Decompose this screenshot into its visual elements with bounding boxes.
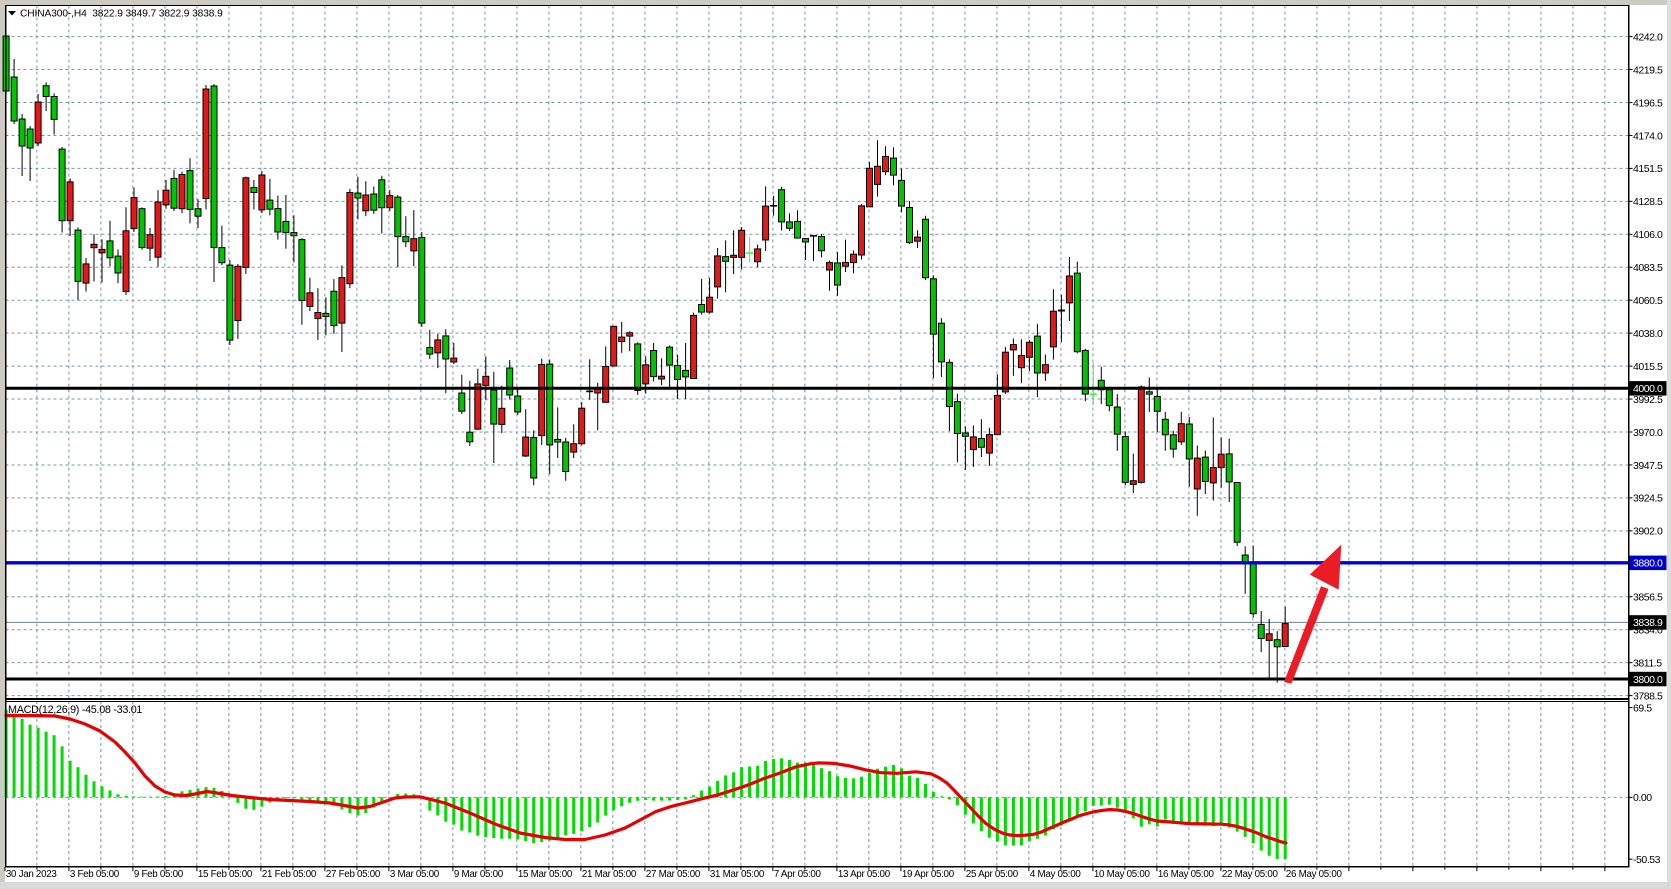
svg-text:27 Feb 05:00: 27 Feb 05:00 — [326, 869, 381, 880]
svg-text:3811.5: 3811.5 — [1633, 657, 1662, 669]
svg-text:3924.5: 3924.5 — [1633, 493, 1663, 505]
svg-text:3970.0: 3970.0 — [1633, 427, 1663, 439]
svg-text:15 Mar 05:00: 15 Mar 05:00 — [518, 869, 573, 880]
svg-text:30 Jan 2023: 30 Jan 2023 — [6, 869, 57, 880]
svg-text:0.00: 0.00 — [1633, 792, 1652, 804]
svg-text:3800.0: 3800.0 — [1633, 674, 1663, 686]
svg-text:3 Feb 05:00: 3 Feb 05:00 — [70, 869, 120, 880]
svg-text:27 Mar 05:00: 27 Mar 05:00 — [646, 869, 701, 880]
svg-text:4128.5: 4128.5 — [1633, 196, 1663, 208]
svg-text:7 Apr 05:00: 7 Apr 05:00 — [774, 869, 822, 880]
svg-text:15 Feb 05:00: 15 Feb 05:00 — [198, 869, 253, 880]
svg-text:4106.0: 4106.0 — [1633, 229, 1663, 241]
svg-text:3992.5: 3992.5 — [1633, 394, 1663, 406]
svg-text:3902.0: 3902.0 — [1633, 526, 1663, 538]
svg-text:4219.5: 4219.5 — [1633, 64, 1663, 76]
svg-text:3880.0: 3880.0 — [1633, 558, 1663, 570]
svg-text:3856.5: 3856.5 — [1633, 592, 1663, 604]
svg-text:9 Feb 05:00: 9 Feb 05:00 — [134, 869, 184, 880]
svg-text:26 May 05:00: 26 May 05:00 — [1286, 869, 1343, 880]
svg-text:4151.5: 4151.5 — [1633, 163, 1663, 175]
svg-text:21 Feb 05:00: 21 Feb 05:00 — [262, 869, 317, 880]
svg-text:31 Mar 05:00: 31 Mar 05:00 — [710, 869, 765, 880]
svg-text:21 Mar 05:00: 21 Mar 05:00 — [582, 869, 637, 880]
svg-text:13 Apr 05:00: 13 Apr 05:00 — [838, 869, 891, 880]
svg-text:-50.53: -50.53 — [1633, 854, 1661, 866]
svg-text:4038.0: 4038.0 — [1633, 328, 1663, 340]
svg-text:CHINA300-,H4 3822.9 3849.7 38: CHINA300-,H4 3822.9 3849.7 3822.9 3838.9 — [20, 8, 223, 19]
svg-text:3838.9: 3838.9 — [1633, 617, 1663, 629]
svg-text:4015.5: 4015.5 — [1633, 361, 1663, 373]
svg-text:69.5: 69.5 — [1633, 702, 1652, 714]
svg-text:25 Apr 05:00: 25 Apr 05:00 — [966, 869, 1019, 880]
svg-text:3788.5: 3788.5 — [1633, 690, 1663, 702]
svg-text:4083.5: 4083.5 — [1633, 262, 1663, 274]
svg-text:4060.5: 4060.5 — [1633, 295, 1663, 307]
svg-text:4242.0: 4242.0 — [1633, 31, 1663, 43]
svg-text:19 Apr 05:00: 19 Apr 05:00 — [902, 869, 955, 880]
svg-text:9 Mar 05:00: 9 Mar 05:00 — [454, 869, 504, 880]
svg-text:3947.5: 3947.5 — [1633, 460, 1663, 472]
svg-text:4000.0: 4000.0 — [1633, 383, 1663, 395]
svg-text:10 May 05:00: 10 May 05:00 — [1094, 869, 1151, 880]
svg-text:22 May 05:00: 22 May 05:00 — [1222, 869, 1279, 880]
svg-text:4196.5: 4196.5 — [1633, 97, 1663, 109]
svg-text:MACD(12,26,9) -45.08 -33.01: MACD(12,26,9) -45.08 -33.01 — [8, 704, 142, 716]
svg-text:4 May 05:00: 4 May 05:00 — [1030, 869, 1081, 880]
svg-text:16 May 05:00: 16 May 05:00 — [1158, 869, 1215, 880]
svg-text:3 Mar 05:00: 3 Mar 05:00 — [390, 869, 440, 880]
svg-text:4174.0: 4174.0 — [1633, 130, 1663, 142]
